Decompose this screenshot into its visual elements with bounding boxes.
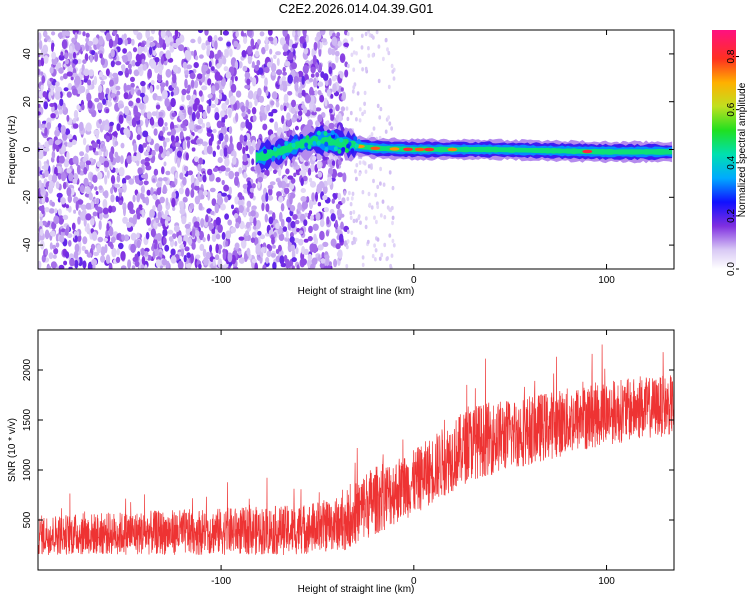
heatmap-x-tick-label: -100 bbox=[211, 275, 231, 286]
heatmap-content bbox=[38, 30, 673, 269]
colorbar-tick-label: 0.8 bbox=[726, 49, 737, 63]
colorbar-ticks: 0.0 0.2 0.4 0.6 0.8 bbox=[726, 49, 739, 276]
heatmap-y-tick-label: -20 bbox=[22, 190, 33, 205]
snr-x-tick-label: -100 bbox=[211, 576, 231, 587]
colorbar-tick-label: 0.6 bbox=[726, 102, 737, 116]
heatmap-x-tick-label: 100 bbox=[598, 275, 615, 286]
heatmap-y-tick-label: 20 bbox=[22, 96, 33, 108]
heatmap-axes: -100 0 100 -40 -20 0 20 40 bbox=[22, 30, 674, 286]
snr-panel: -100 0 100 500 1000 1500 2000 Height of straig… bbox=[7, 329, 675, 595]
heatmap-y-tick-label: -40 bbox=[22, 237, 33, 252]
colorbar-tick-label: 0.4 bbox=[726, 155, 737, 169]
heatmap-panel: -100 0 100 -40 -20 0 20 40 Height of straight l… bbox=[7, 29, 675, 297]
snr-y-axis-label: SNR (10 * v/v) bbox=[7, 418, 18, 482]
snr-series-line bbox=[38, 344, 674, 556]
snr-y-tick-label: 2000 bbox=[22, 358, 33, 381]
heatmap-y-tick-label: 0 bbox=[22, 146, 33, 152]
snr-y-tick-label: 500 bbox=[22, 511, 33, 528]
snr-x-tick-label: 0 bbox=[411, 576, 417, 587]
snr-y-tick-label: 1000 bbox=[22, 458, 33, 481]
snr-frame bbox=[37, 329, 675, 571]
heatmap-x-tick-label: 0 bbox=[411, 275, 417, 286]
heatmap-x-axis-label: Height of straight line (km) bbox=[298, 286, 415, 297]
colorbar-gradient bbox=[712, 30, 736, 269]
snr-x-axis-label: Height of straight line (km) bbox=[298, 584, 415, 595]
colorbar-tick-label: 0.0 bbox=[726, 262, 737, 276]
snr-y-tick-label: 1500 bbox=[22, 408, 33, 431]
chart-title: C2E2.2026.014.04.39.G01 bbox=[278, 1, 434, 16]
heatmap-y-tick-label: 40 bbox=[22, 48, 33, 60]
snr-x-tick-label: 100 bbox=[598, 576, 615, 587]
snr-axes: -100 0 100 500 1000 1500 2000 bbox=[22, 330, 674, 587]
heatmap-y-axis-label: Frequency (Hz) bbox=[7, 116, 18, 185]
colorbar-tick-label: 0.2 bbox=[726, 209, 737, 223]
colorbar: 0.0 0.2 0.4 0.6 0.8 Normalized spectral ampl… bbox=[712, 30, 748, 276]
colorbar-label: Normalized spectral amplitude bbox=[737, 82, 748, 217]
